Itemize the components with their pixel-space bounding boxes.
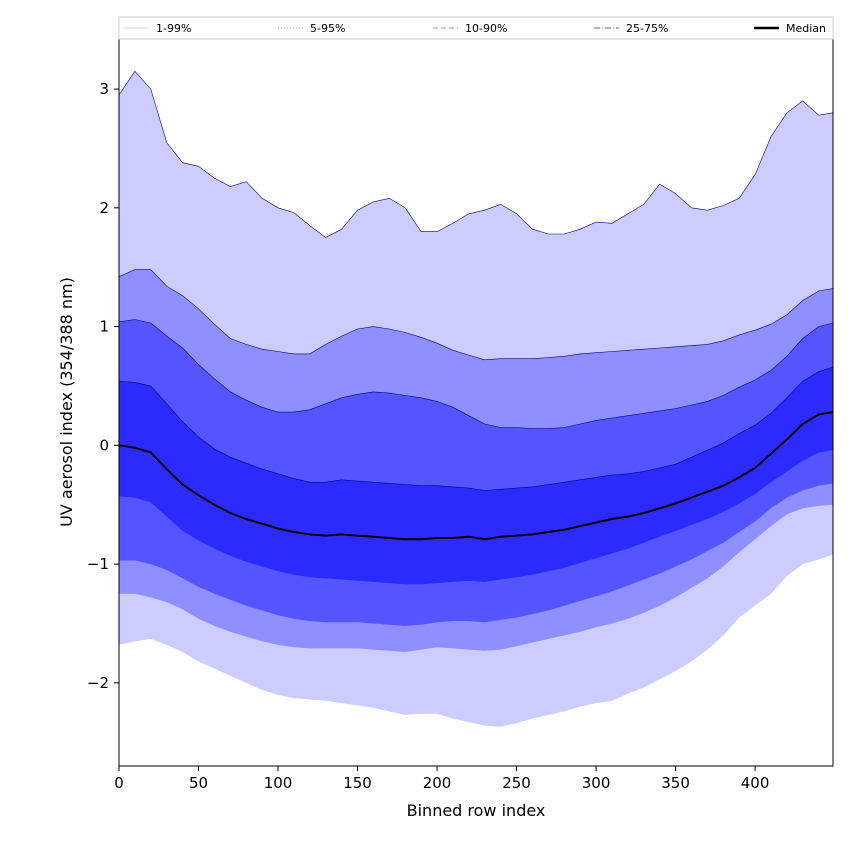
legend: 1-99% 5-95% 10-90% 25-75% Median	[118, 16, 834, 40]
legend-box	[118, 16, 834, 40]
x-tick-label: 200	[423, 774, 452, 792]
band-5-95-upper-edge	[118, 269, 834, 361]
percentile-bands	[118, 70, 834, 727]
x-tick-label: 400	[741, 774, 770, 792]
median-line	[118, 411, 834, 541]
band-1-99-upper-edge	[118, 70, 834, 238]
x-tick-label: 150	[343, 774, 372, 792]
legend-label: 25-75%	[626, 22, 668, 35]
y-tick-label: −1	[87, 555, 109, 573]
x-tick-label: 100	[264, 774, 293, 792]
y-tick-label: 0	[99, 436, 109, 454]
x-tick-label: 0	[114, 774, 124, 792]
legend-label: 10-90%	[465, 22, 507, 35]
band-25-75-upper-edge	[118, 366, 834, 491]
x-axis-label: Binned row index	[407, 801, 546, 820]
band-10-90-upper-edge	[118, 319, 834, 430]
band-25-75-area	[119, 367, 833, 585]
legend-label: 5-95%	[310, 22, 345, 35]
x-tick-label: 50	[189, 774, 208, 792]
x-axis: 0 50 100 150 200 250 300 350 400	[114, 766, 769, 792]
y-axis-label: UV aerosol index (354/388 nm)	[57, 277, 76, 527]
legend-label: Median	[786, 22, 826, 35]
median-layer	[118, 411, 834, 541]
y-tick-label: −2	[87, 674, 109, 692]
y-tick-label: 3	[99, 80, 109, 98]
y-tick-label: 2	[99, 199, 109, 217]
x-tick-label: 350	[661, 774, 690, 792]
x-tick-label: 250	[502, 774, 531, 792]
y-axis: −2 −1 0 1 2 3	[87, 80, 119, 692]
legend-label: 1-99%	[156, 22, 191, 35]
y-tick-label: 1	[99, 318, 109, 336]
x-tick-label: 300	[582, 774, 611, 792]
